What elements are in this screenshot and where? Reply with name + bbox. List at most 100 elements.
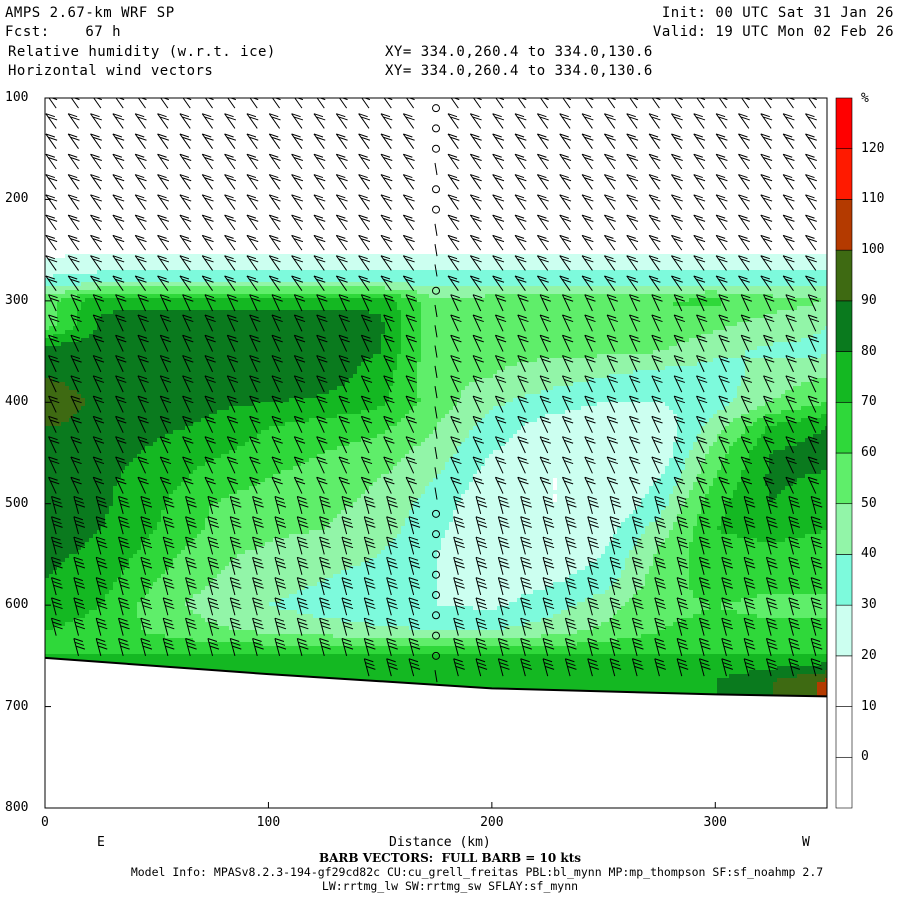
wind-barb	[380, 174, 393, 190]
wind-barb	[274, 577, 287, 596]
wind-barb	[743, 536, 756, 555]
wind-barb	[542, 637, 555, 656]
wind-barb	[514, 113, 527, 129]
wind-barb	[497, 617, 510, 636]
wind-barb	[90, 234, 102, 251]
wind-barb	[453, 597, 465, 616]
wind-barb	[115, 355, 127, 373]
y-tick-label: 300	[5, 293, 45, 308]
wind-barb	[405, 334, 417, 352]
wind-barb	[134, 133, 147, 150]
wind-barb	[738, 113, 750, 129]
wind-barb	[118, 536, 130, 555]
wind-barb	[157, 174, 169, 190]
colorbar-swatch	[835, 503, 853, 555]
wind-barb	[514, 275, 527, 292]
wind-barb	[434, 446, 438, 460]
wind-barb	[383, 375, 395, 393]
wind-barb	[405, 314, 417, 332]
wind-barb	[115, 456, 127, 474]
wind-barb	[539, 375, 551, 393]
wind-barb	[229, 597, 242, 616]
wind-barb	[654, 597, 666, 616]
wind-barb	[274, 516, 287, 535]
wind-barb	[95, 637, 108, 656]
wind-barb	[536, 255, 549, 271]
wind-barb	[162, 577, 175, 596]
wind-barb	[95, 495, 108, 514]
wind-barb	[341, 495, 354, 514]
wind-barb	[95, 597, 108, 616]
wind-barb	[651, 456, 663, 474]
wind-barb	[432, 185, 440, 194]
wind-barb	[559, 174, 572, 190]
wind-barb	[92, 294, 105, 312]
wind-barb	[118, 617, 130, 636]
wind-barb	[185, 617, 197, 636]
wind-barb	[296, 516, 309, 535]
wind-barb	[316, 334, 328, 352]
wind-barb	[271, 395, 283, 413]
wind-barb	[229, 556, 242, 575]
y-tick-label: 700	[5, 699, 45, 714]
wind-barb	[140, 556, 153, 575]
wind-barb	[766, 577, 778, 596]
wind-barb	[268, 234, 281, 251]
wind-barb	[383, 415, 395, 433]
wind-barb	[338, 375, 350, 393]
wind-barb	[673, 436, 685, 454]
wind-barb	[648, 214, 661, 231]
wind-barb	[629, 294, 641, 312]
wind-barb	[715, 133, 728, 150]
wind-barb	[224, 214, 237, 231]
wind-barb	[492, 234, 505, 251]
wind-barb	[782, 174, 795, 190]
wind-barb	[536, 113, 549, 129]
wind-barb	[252, 516, 264, 535]
wind-barb	[246, 194, 259, 210]
wind-barb	[249, 436, 261, 454]
wind-barb	[335, 275, 348, 292]
wind-barb	[807, 334, 820, 352]
wind-barb	[581, 153, 594, 170]
wind-barb	[561, 334, 574, 352]
wind-barb	[497, 495, 510, 514]
wind-barb	[159, 456, 172, 474]
wind-barb	[274, 536, 287, 555]
wind-barb	[472, 456, 484, 474]
colorbar-swatch	[835, 655, 853, 707]
wind-barb	[360, 294, 373, 312]
wind-barb	[45, 255, 58, 271]
wind-barb	[782, 275, 795, 292]
wind-barb	[626, 234, 639, 251]
wind-barb	[434, 244, 438, 257]
wind-barb	[609, 536, 622, 555]
wind-barb	[581, 255, 594, 271]
wind-barb	[204, 355, 216, 373]
wind-barb	[386, 658, 398, 677]
wind-barb	[676, 617, 689, 636]
wind-barb	[204, 456, 216, 474]
wind-barb	[313, 255, 326, 271]
wind-barb	[70, 294, 82, 312]
forecast-hour: Fcst: 67 h	[5, 24, 121, 40]
wind-barb	[45, 275, 58, 292]
wind-barb	[738, 133, 750, 150]
wind-barb	[788, 658, 801, 677]
wind-barb	[469, 194, 482, 210]
wind-barb	[469, 133, 482, 150]
wind-barb	[335, 255, 348, 271]
wind-barb	[651, 314, 663, 332]
wind-barb	[673, 355, 685, 373]
wind-barb	[698, 597, 711, 616]
wind-barb	[475, 516, 488, 535]
wind-barb	[140, 597, 153, 616]
wind-barb	[743, 495, 756, 514]
model-info: Model Info: MPASv8.2.3-194-gf29cd82c CU:…	[47, 866, 900, 879]
wind-barb	[182, 395, 194, 413]
wind-barb	[118, 637, 130, 656]
wind-barb	[766, 495, 778, 514]
wind-barb	[335, 153, 348, 170]
wind-barb	[115, 415, 127, 433]
